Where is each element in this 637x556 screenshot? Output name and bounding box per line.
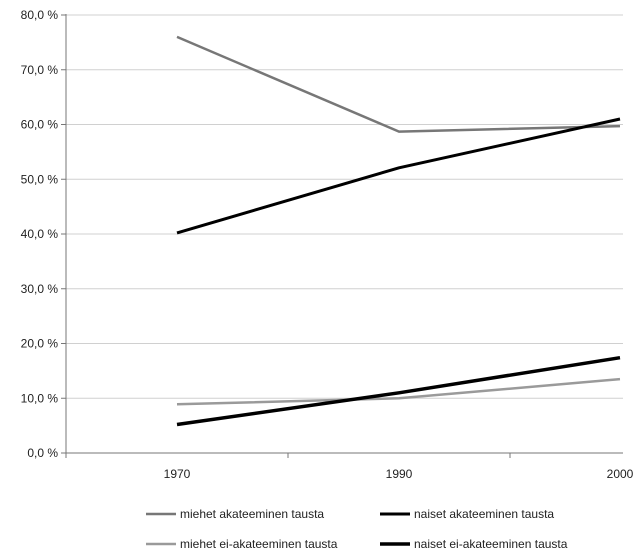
- legend-label: miehet akateeminen tausta: [180, 507, 324, 521]
- legend-label: naiset akateeminen tausta: [414, 507, 554, 521]
- y-tick-label: 40,0 %: [21, 227, 59, 241]
- y-tick-label: 70,0 %: [21, 63, 59, 77]
- y-tick-label: 80,0 %: [21, 8, 59, 22]
- series-line-1: [176, 35, 621, 133]
- axes: [61, 14, 623, 458]
- y-axis-tick-labels: 0,0 % 10,0 % 20,0 % 30,0 % 40,0 % 50,0 % 60,0 …: [21, 8, 59, 460]
- series-line-4: [176, 355, 621, 427]
- series-lines: [176, 35, 621, 427]
- legend: miehet akateeminen tausta naiset akateemi…: [146, 507, 568, 551]
- y-tick-label: 30,0 %: [21, 282, 59, 296]
- y-tick-label: 50,0 %: [21, 172, 59, 186]
- legend-label: naiset ei-akateeminen tausta: [414, 537, 568, 551]
- series-line-2: [176, 117, 621, 235]
- y-tick-label: 60,0 %: [21, 118, 59, 132]
- x-tick-label: 2000: [607, 467, 634, 481]
- x-axis-tick-labels: 1970 1990 2000: [164, 467, 634, 481]
- legend-label: miehet ei-akateeminen tausta: [180, 537, 338, 551]
- grid-lines: [66, 14, 623, 399]
- y-tick-label: 20,0 %: [21, 337, 59, 351]
- x-tick-label: 1970: [164, 467, 191, 481]
- y-tick-label: 10,0 %: [21, 391, 59, 405]
- series-line-3: [176, 377, 621, 406]
- y-tick-label: 0,0 %: [27, 446, 58, 460]
- x-tick-label: 1990: [386, 467, 413, 481]
